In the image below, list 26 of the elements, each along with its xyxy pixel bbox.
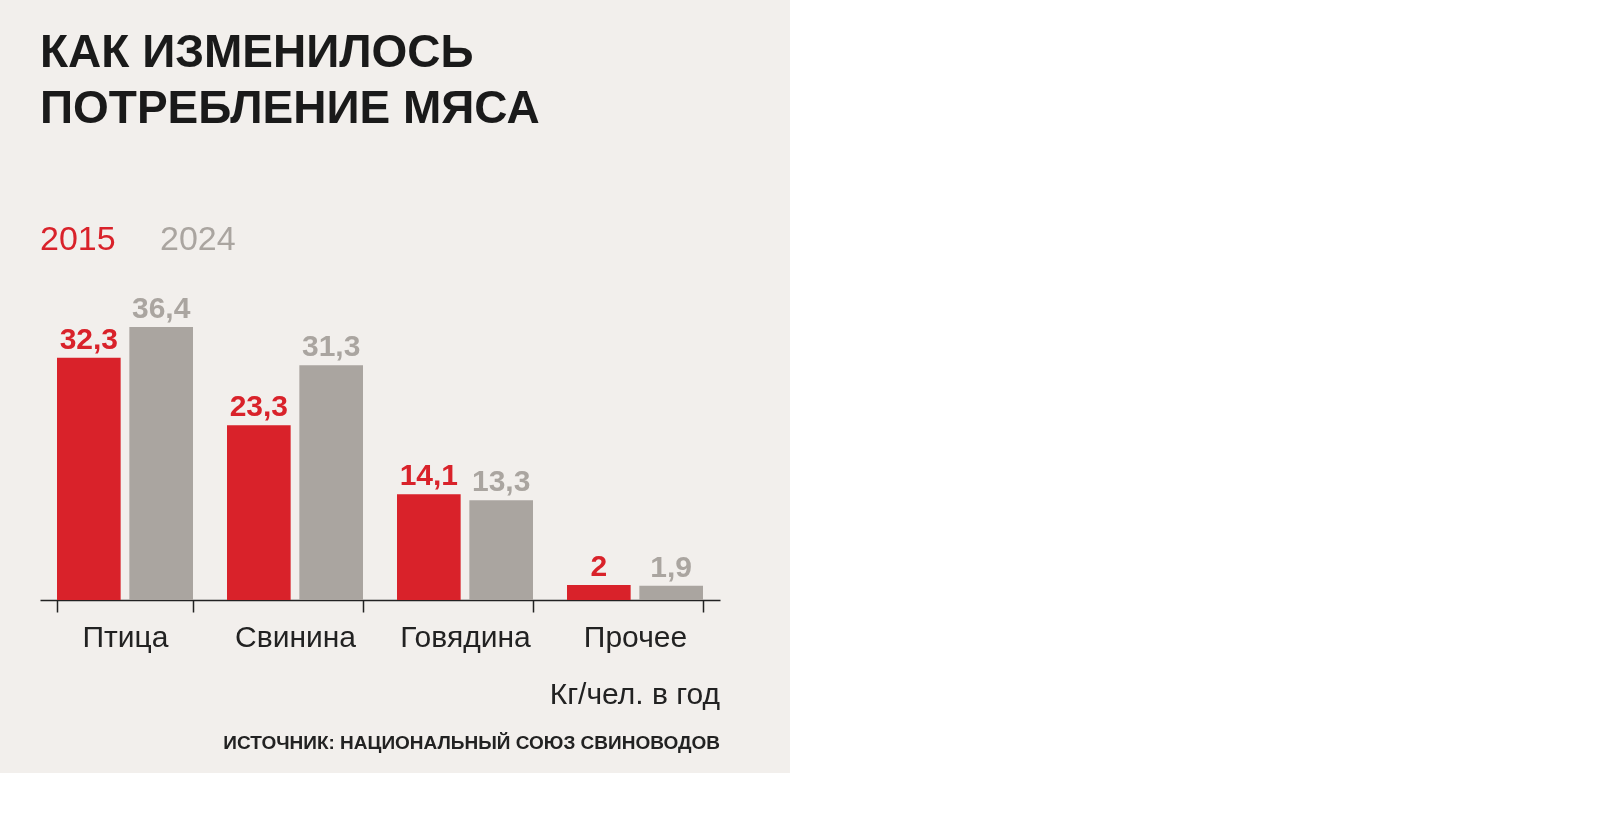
data-label: 2 [590, 549, 608, 582]
bar [299, 365, 363, 600]
text: ИСТОЧНИК: НАЦИОНАЛЬНЫЙ СОЮЗ СВИНОВОДОВ [223, 732, 720, 753]
data-label: 36,4 [131, 291, 191, 324]
data-label: 32,3 [59, 321, 119, 355]
bar [397, 494, 461, 600]
data-label: 13,3 [471, 464, 531, 498]
bar [57, 357, 121, 600]
text: КАК ИЗМЕНИЛОСЬ [40, 25, 474, 77]
data-label: 14,1 [399, 458, 459, 492]
text: 2024 [160, 219, 236, 257]
bar [639, 585, 703, 600]
x-tick-label: Говядина [400, 619, 531, 653]
x-tick-label: Птица [82, 619, 169, 653]
x-tick-label: Свинина [235, 619, 357, 653]
text: Кг/чел. в год [549, 677, 720, 710]
bar [227, 425, 291, 600]
data-label: 1,9 [650, 549, 693, 583]
text: ПОТРЕБЛЕНИЕ МЯСА [40, 81, 540, 133]
bar [567, 585, 631, 600]
x-tick-label: Прочее [583, 619, 688, 653]
bar [129, 327, 193, 600]
data-label: 31,3 [301, 329, 361, 363]
bar [469, 500, 533, 600]
data-label: 23,3 [229, 389, 289, 423]
text: 2015 [40, 219, 116, 257]
